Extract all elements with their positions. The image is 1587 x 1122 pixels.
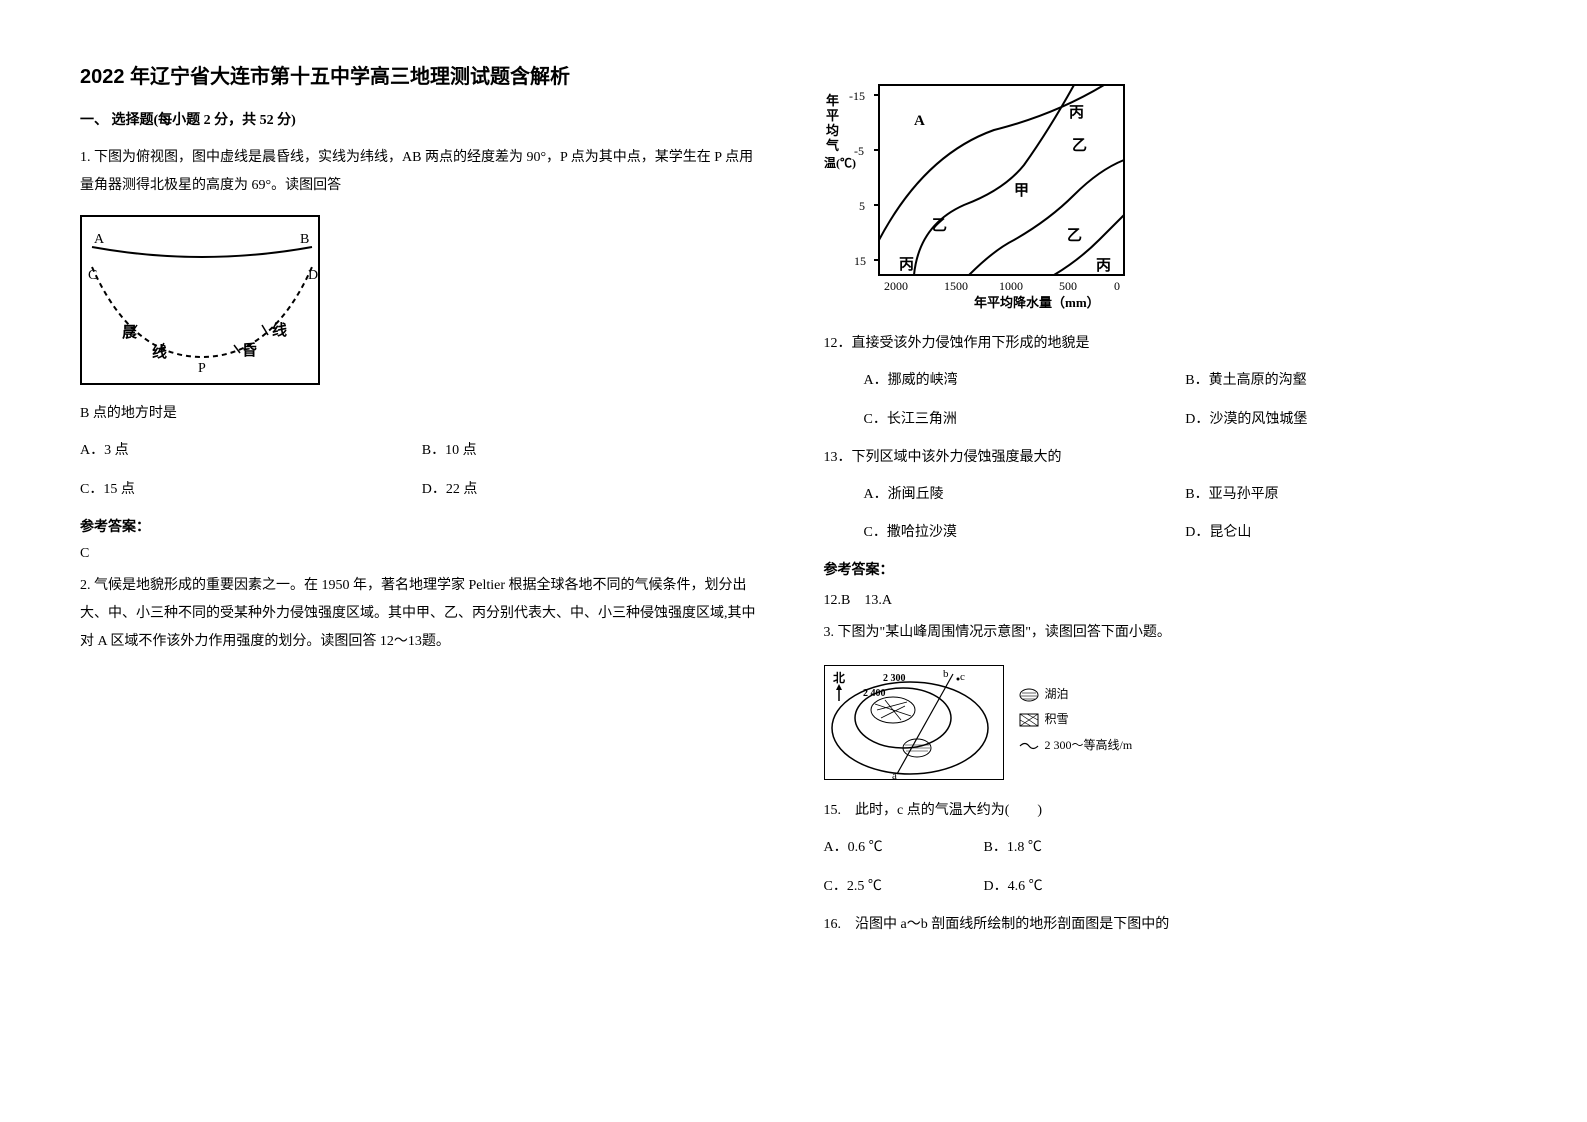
q13-d: D．昆仑山: [1185, 518, 1507, 549]
q1-opt-b: B．10 点: [422, 436, 764, 467]
q1-intro: 1. 下图为俯视图，图中虚线是晨昏线，实线为纬线，AB 两点的经度差为 90°，…: [80, 144, 764, 200]
q2-figure: -15 -5 5 15 年 平 均 气 温(℃) 2000 1500 1000 …: [824, 75, 1144, 315]
q12-stem: 12．直接受该外力侵蚀作用下形成的地貌是: [824, 330, 1508, 358]
label-D: D: [308, 268, 318, 283]
xtick-2: 1500: [944, 279, 968, 293]
q12-row2: C．长江三角洲 D．沙漠的风蚀城堡: [824, 405, 1508, 436]
legend-lake: 湖泊: [1019, 684, 1133, 706]
lake-icon: [1019, 688, 1039, 702]
right-column: -15 -5 5 15 年 平 均 气 温(℃) 2000 1500 1000 …: [824, 60, 1508, 1062]
h2300: 2 300: [883, 673, 906, 684]
q1-stem: B 点的地方时是: [80, 400, 764, 428]
q1-figure: A B C D P 晨 线 昏 线: [80, 215, 764, 385]
north-label: 北: [833, 670, 845, 685]
q15-row2: C．2.5 ℃ D．4.6 ℃: [824, 872, 1508, 903]
q13-a: A．浙闽丘陵: [864, 480, 1186, 511]
snow-patch: [871, 697, 915, 723]
ytick-4: 15: [854, 254, 866, 268]
ylabel-5: 温(℃): [824, 156, 856, 170]
ylabel-3: 均: [826, 123, 839, 138]
label-xian2: 线: [272, 321, 287, 339]
q12-c: C．长江三角洲: [864, 405, 1186, 436]
q1-opt-c: C．15 点: [80, 475, 422, 506]
q13-b: B．亚马孙平原: [1185, 480, 1507, 511]
label-hun: 昏: [242, 341, 257, 359]
q1-answer-label: 参考答案：: [80, 516, 764, 536]
label-xian1: 线: [152, 343, 167, 361]
legend-lake-label: 湖泊: [1045, 684, 1069, 706]
q12-d: D．沙漠的风蚀城堡: [1185, 405, 1507, 436]
ytick-1: -15: [849, 89, 865, 103]
xtick-4: 500: [1059, 279, 1077, 293]
label-yi-top: 乙: [1072, 138, 1087, 154]
label-A2: A: [914, 113, 925, 129]
ylabel-1: 年: [826, 93, 839, 108]
xtick-3: 1000: [999, 279, 1023, 293]
xtick-5: 0: [1114, 279, 1120, 293]
q15-a: A．0.6 ℃: [824, 833, 984, 864]
q1-opt-d: D．22 点: [422, 475, 764, 506]
label-b: b: [943, 668, 949, 680]
q1-options-row1: A．3 点 B．10 点: [80, 436, 764, 467]
q2-intro: 2. 气候是地貌形成的重要因素之一。在 1950 年，著名地理学家 Peltie…: [80, 572, 764, 656]
label-bing-br: 丙: [1096, 257, 1111, 274]
label-jia: 甲: [1014, 182, 1029, 199]
q2-answer: 12.B 13.A: [824, 589, 1508, 609]
label-C: C: [88, 268, 97, 283]
legend-snow: 积雪: [1019, 709, 1133, 731]
lake-patch: [903, 739, 931, 757]
q12-row1: A．挪威的峡湾 B．黄土高原的沟壑: [824, 366, 1508, 397]
q1-answer: C: [80, 546, 764, 562]
snow-icon: [1019, 713, 1039, 727]
q1-opt-a: A．3 点: [80, 436, 422, 467]
section-header: 一、 选择题(每小题 2 分，共 52 分): [80, 109, 764, 129]
legend-snow-label: 积雪: [1045, 709, 1069, 731]
q12-b: B．黄土高原的沟壑: [1185, 366, 1507, 397]
label-c: c: [960, 671, 965, 683]
q13-row2: C．撒哈拉沙漠 D．昆仑山: [824, 518, 1508, 549]
label-bing-top: 丙: [1069, 104, 1084, 121]
ylabel-4: 气: [826, 138, 839, 153]
ylabel-2: 平: [826, 108, 839, 123]
q12-a: A．挪威的峡湾: [864, 366, 1186, 397]
q16-stem: 16. 沿图中 a～b 剖面线所绘制的地形剖面图是下图中的: [824, 911, 1508, 939]
q3-legend: 湖泊 积雪 2 300～等高线/m: [1019, 684, 1133, 761]
xlabel: 年平均降水量（mm）: [974, 295, 1100, 310]
legend-contour-label: 2 300～等高线/m: [1045, 735, 1133, 757]
document-title: 2022 年辽宁省大连市第十五中学高三地理测试题含解析: [80, 60, 764, 89]
q15-b: B．1.8 ℃: [984, 833, 1508, 864]
q15-c: C．2.5 ℃: [824, 872, 984, 903]
label-yi-left: 乙: [932, 218, 947, 234]
left-column: 2022 年辽宁省大连市第十五中学高三地理测试题含解析 一、 选择题(每小题 2…: [80, 60, 764, 1062]
q13-c: C．撒哈拉沙漠: [864, 518, 1186, 549]
label-a: a: [892, 770, 897, 781]
q15-d: D．4.6 ℃: [984, 872, 1508, 903]
label-A: A: [94, 232, 105, 247]
xtick-1: 2000: [884, 279, 908, 293]
label-yi-right: 乙: [1067, 228, 1082, 244]
q2-answer-label: 参考答案：: [824, 559, 1508, 579]
label-P: P: [198, 361, 206, 376]
h2400: 2 400: [863, 688, 886, 699]
q13-row1: A．浙闽丘陵 B．亚马孙平原: [824, 480, 1508, 511]
contour-icon: [1019, 739, 1039, 753]
label-B: B: [300, 232, 309, 247]
q3-figure: 北: [824, 662, 1164, 782]
q15-row1: A．0.6 ℃ B．1.8 ℃: [824, 833, 1508, 864]
q15-stem: 15. 此时，c 点的气温大约为( ): [824, 797, 1508, 825]
ytick-3: 5: [859, 199, 865, 213]
q1-options-row2: C．15 点 D．22 点: [80, 475, 764, 506]
q13-stem: 13．下列区域中该外力侵蚀强度最大的: [824, 444, 1508, 472]
label-bing-bl: 丙: [899, 256, 914, 273]
q3-intro: 3. 下图为"某山峰周围情况示意图"，读图回答下面小题。: [824, 619, 1508, 647]
legend-contour: 2 300～等高线/m: [1019, 735, 1133, 757]
